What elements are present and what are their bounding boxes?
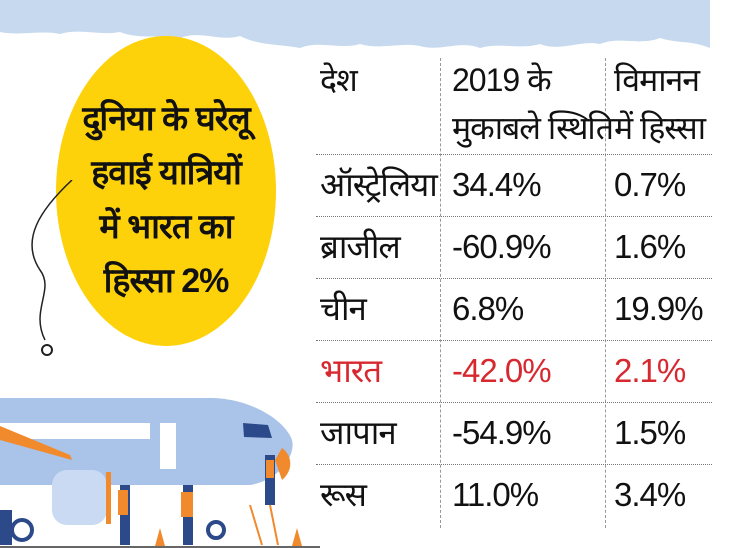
cell-share: 0.7% xyxy=(614,166,686,203)
table-row: रूस 11.0% 3.4% xyxy=(316,464,712,527)
cell-change: 34.4% xyxy=(452,166,542,203)
cell-change: -54.9% xyxy=(452,414,552,451)
cell-country: भारत xyxy=(320,352,382,389)
cell-country: जापान xyxy=(320,414,397,451)
table-row: भारत -42.0% 2.1% xyxy=(316,340,712,403)
header-share-line2: में हिस्सा xyxy=(614,110,706,146)
airplane-maintenance-illustration xyxy=(0,398,320,548)
cell-change: 11.0% xyxy=(452,476,539,513)
column-divider xyxy=(440,58,441,528)
header-change-line2: मुकाबले स्थिति xyxy=(452,110,614,146)
cell-share: 19.9% xyxy=(614,290,704,327)
table-row: जापान -54.9% 1.5% xyxy=(316,402,712,465)
cell-change: -60.9% xyxy=(452,228,552,265)
table-row: ऑस्ट्रेलिया 34.4% 0.7% xyxy=(316,154,712,217)
cell-country: ऑस्ट्रेलिया xyxy=(320,166,438,203)
cell-country: ब्राजील xyxy=(320,228,401,265)
column-divider xyxy=(605,58,606,528)
headline-line: में भारत का xyxy=(99,208,233,246)
headline-circle xyxy=(56,36,276,346)
headline-line: हवाई यात्रियों xyxy=(91,154,242,192)
header-country: देश xyxy=(320,62,358,98)
header-share-line1: विमानन xyxy=(614,62,700,98)
cell-share: 1.6% xyxy=(614,228,686,265)
cell-change: 6.8% xyxy=(452,290,524,327)
cell-country: चीन xyxy=(320,290,367,327)
cell-share: 3.4% xyxy=(614,476,686,513)
header-change-line1: 2019 के xyxy=(452,62,552,98)
table-row: चीन 6.8% 19.9% xyxy=(316,278,712,341)
balloon-string-icon xyxy=(31,180,73,356)
headline-text: दुनिया के घरेलू हवाई यात्रियों में भारत … xyxy=(56,92,276,308)
headline-line: हिस्सा 2% xyxy=(103,262,230,300)
headline-line: दुनिया के घरेलू xyxy=(82,100,250,138)
cell-country: रूस xyxy=(320,476,367,513)
cell-change: -42.0% xyxy=(452,352,552,389)
table-row: ब्राजील -60.9% 1.6% xyxy=(316,216,712,279)
cell-share: 1.5% xyxy=(614,414,686,451)
cell-share: 2.1% xyxy=(614,352,686,389)
